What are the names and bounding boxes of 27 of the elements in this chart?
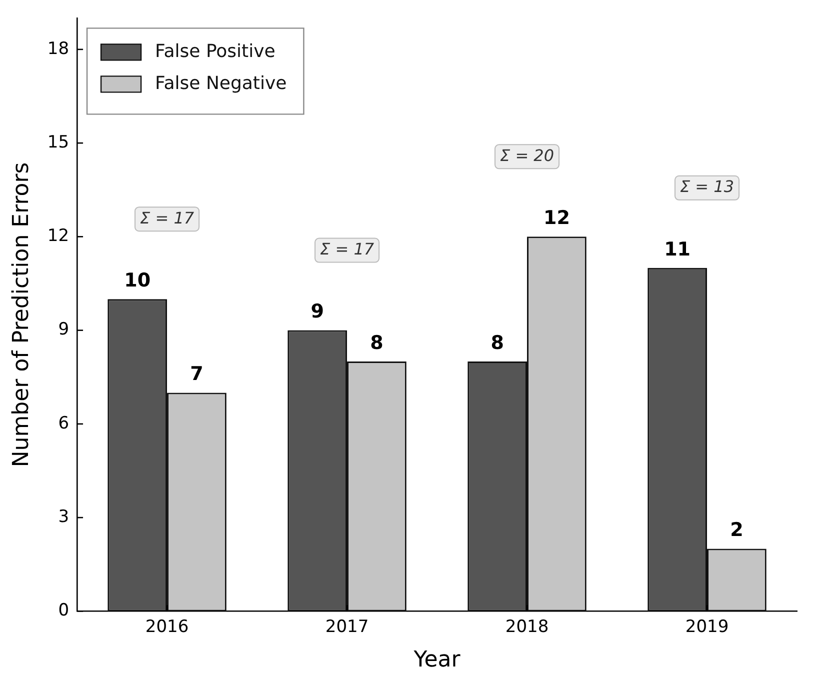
y-tick-label: 9 <box>58 320 70 340</box>
x-axis-title: Year <box>412 648 462 673</box>
legend-label: False Positive <box>155 40 276 62</box>
annotation: Σ = 20 <box>500 146 554 165</box>
y-tick-label: 3 <box>58 506 70 527</box>
y-tick-label: 18 <box>47 38 70 59</box>
y-tick-label: 0 <box>58 600 70 621</box>
data-label: 2 <box>730 519 744 542</box>
data-label: 9 <box>310 300 324 323</box>
data-label: 8 <box>490 332 504 354</box>
x-tick-label: 2016 <box>145 616 189 637</box>
annotation: Σ = 17 <box>140 208 195 228</box>
x-tick-label: 2019 <box>685 616 729 637</box>
legend-label: False Negative <box>155 72 287 94</box>
data-label: 12 <box>543 207 570 230</box>
data-label: 11 <box>664 238 691 260</box>
y-axis-title: Number of Prediction Errors <box>8 162 34 468</box>
y-tick-label: 12 <box>47 226 70 246</box>
x-tick-label: 2018 <box>505 616 549 637</box>
y-tick-label: 15 <box>47 132 70 152</box>
x-tick-label: 2017 <box>325 616 369 637</box>
data-label: 7 <box>190 363 204 386</box>
annotation: Σ = 13 <box>680 177 734 196</box>
data-label: 10 <box>124 270 151 292</box>
annotation: Σ = 17 <box>320 239 375 258</box>
y-tick-label: 6 <box>58 413 70 434</box>
data-label: 8 <box>370 332 384 354</box>
